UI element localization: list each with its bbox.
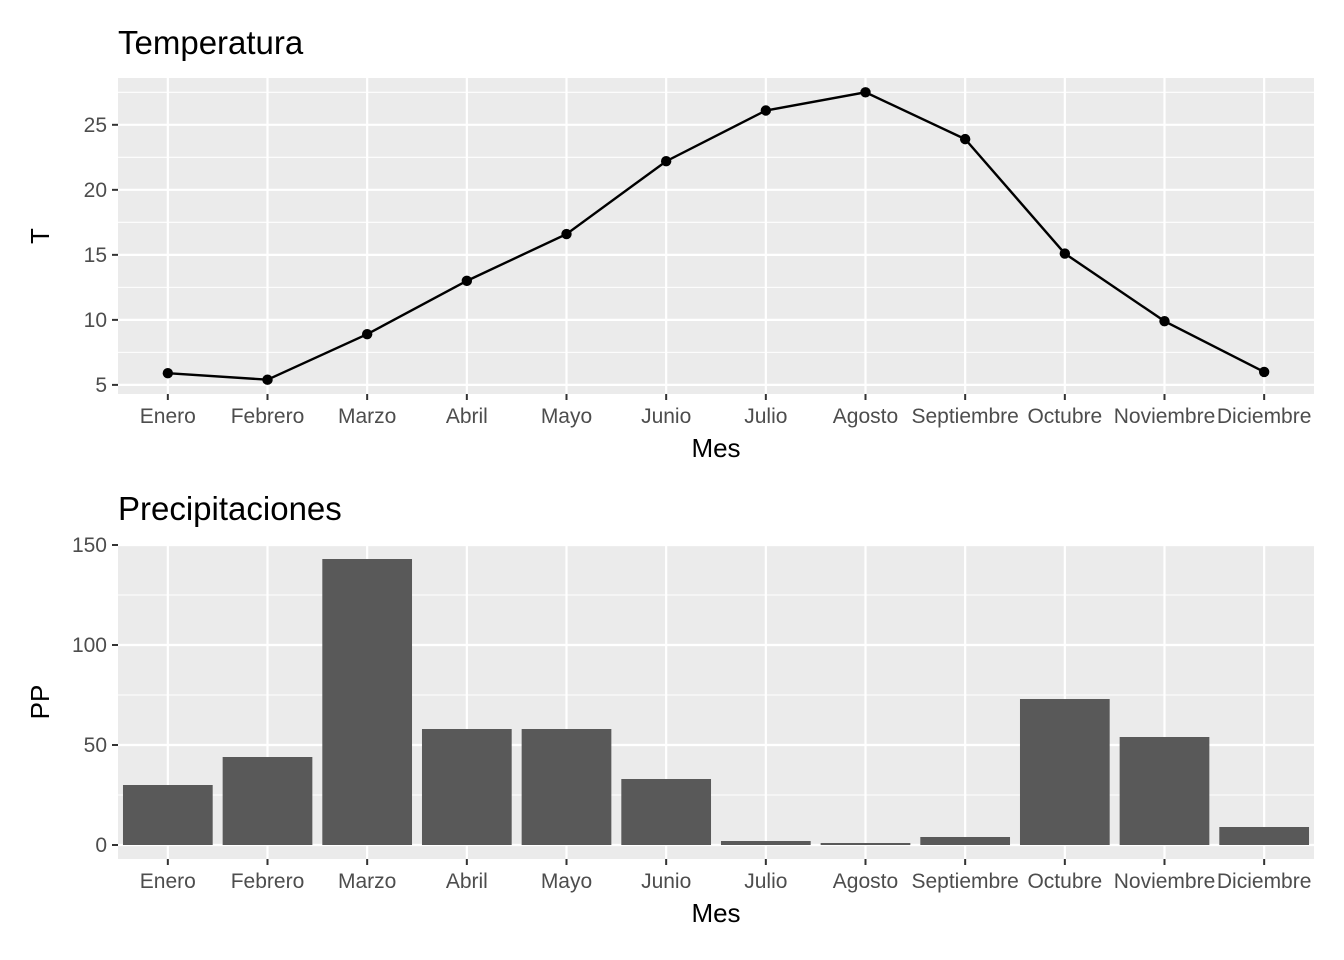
precipitation-x-axis-title: Mes — [691, 898, 740, 928]
precipitation-bar — [920, 837, 1011, 845]
temperature-y-axis-title: T — [25, 228, 55, 244]
precipitation-bar — [720, 841, 811, 845]
x-tick-label: Octubre — [1027, 405, 1102, 428]
temperature-y-axis: 5 10 15 20 25 — [84, 114, 118, 397]
temperature-gridlines — [118, 78, 1314, 394]
y-tick-label: 15 — [84, 244, 107, 267]
precipitation-y-axis-title: PP — [25, 685, 55, 720]
x-tick-label: Abril — [446, 870, 488, 893]
x-tick-label: Febrero — [231, 405, 305, 428]
x-tick-label: Mayo — [541, 870, 592, 893]
temperature-point — [1159, 315, 1170, 327]
x-tick-label: Octubre — [1027, 870, 1102, 893]
temperature-x-axis: Enero Febrero Marzo Abril Mayo Junio Julio Agos… — [140, 394, 1312, 428]
precipitation-bar — [322, 559, 413, 845]
x-tick-label: Diciembre — [1217, 405, 1312, 428]
precipitation-chart-title: Precipitaciones — [118, 490, 342, 527]
x-tick-label: Septiembre — [911, 405, 1018, 428]
precipitation-bar — [1019, 699, 1110, 845]
precipitation-bar — [521, 729, 612, 845]
precipitation-y-axis: 0 50 100 150 — [72, 534, 118, 857]
temperature-plot-panel — [118, 78, 1314, 394]
temperature-chart: Temperatura 5 10 15 20 25 Enero Febrero Marzo A… — [25, 24, 1314, 463]
x-tick-label: Julio — [744, 870, 787, 893]
temperature-point — [1258, 366, 1270, 378]
precipitation-bar — [222, 757, 313, 845]
temperature-point — [262, 374, 273, 385]
x-tick-label: Junio — [641, 870, 691, 893]
temperature-point — [860, 87, 871, 98]
precipitation-bar — [820, 843, 911, 845]
temperature-series — [162, 87, 1270, 385]
temperature-point — [1059, 248, 1071, 259]
x-tick-label: Diciembre — [1217, 870, 1312, 893]
precipitation-bar — [421, 729, 512, 845]
temperature-point — [760, 105, 772, 116]
y-tick-label: 150 — [72, 534, 107, 557]
x-tick-label: Febrero — [231, 870, 305, 893]
precipitation-x-axis: Enero Febrero Marzo Abril Mayo Junio Julio Agos… — [140, 859, 1312, 893]
precipitation-bar — [1219, 827, 1310, 845]
precipitation-bar — [621, 779, 712, 845]
x-tick-label: Marzo — [338, 405, 396, 428]
y-tick-label: 100 — [72, 634, 107, 657]
temperature-point — [561, 228, 572, 240]
x-tick-label: Agosto — [833, 405, 898, 428]
y-tick-label: 20 — [84, 179, 107, 202]
y-tick-label: 0 — [95, 834, 107, 857]
precipitation-chart: Precipitaciones 0 50 100 150 Enero Febrero Ma… — [25, 490, 1314, 928]
precipitation-plot-panel — [118, 545, 1314, 859]
x-tick-label: Junio — [641, 405, 691, 428]
x-tick-label: Abril — [446, 405, 488, 428]
temperature-point — [660, 156, 672, 167]
x-tick-label: Noviembre — [1114, 405, 1216, 428]
precipitation-series — [122, 559, 1310, 845]
y-tick-label: 25 — [84, 114, 107, 137]
temperature-point — [959, 133, 971, 145]
temperature-point — [361, 328, 373, 340]
temperature-line — [167, 91, 1265, 381]
x-tick-label: Enero — [140, 870, 196, 893]
precipitation-bar — [122, 785, 213, 845]
precipitation-bar — [1119, 737, 1210, 845]
temperature-point — [461, 275, 473, 287]
x-tick-label: Agosto — [833, 870, 898, 893]
x-tick-label: Julio — [744, 405, 787, 428]
temperature-point — [162, 367, 174, 379]
temperature-x-axis-title: Mes — [691, 433, 740, 463]
x-tick-label: Marzo — [338, 870, 396, 893]
y-tick-label: 10 — [84, 309, 107, 332]
x-tick-label: Septiembre — [911, 870, 1018, 893]
x-tick-label: Mayo — [541, 405, 592, 428]
temperature-chart-title: Temperatura — [118, 24, 304, 61]
x-tick-label: Enero — [140, 405, 196, 428]
y-tick-label: 50 — [84, 734, 107, 757]
y-tick-label: 5 — [95, 374, 107, 397]
x-tick-label: Noviembre — [1114, 870, 1216, 893]
